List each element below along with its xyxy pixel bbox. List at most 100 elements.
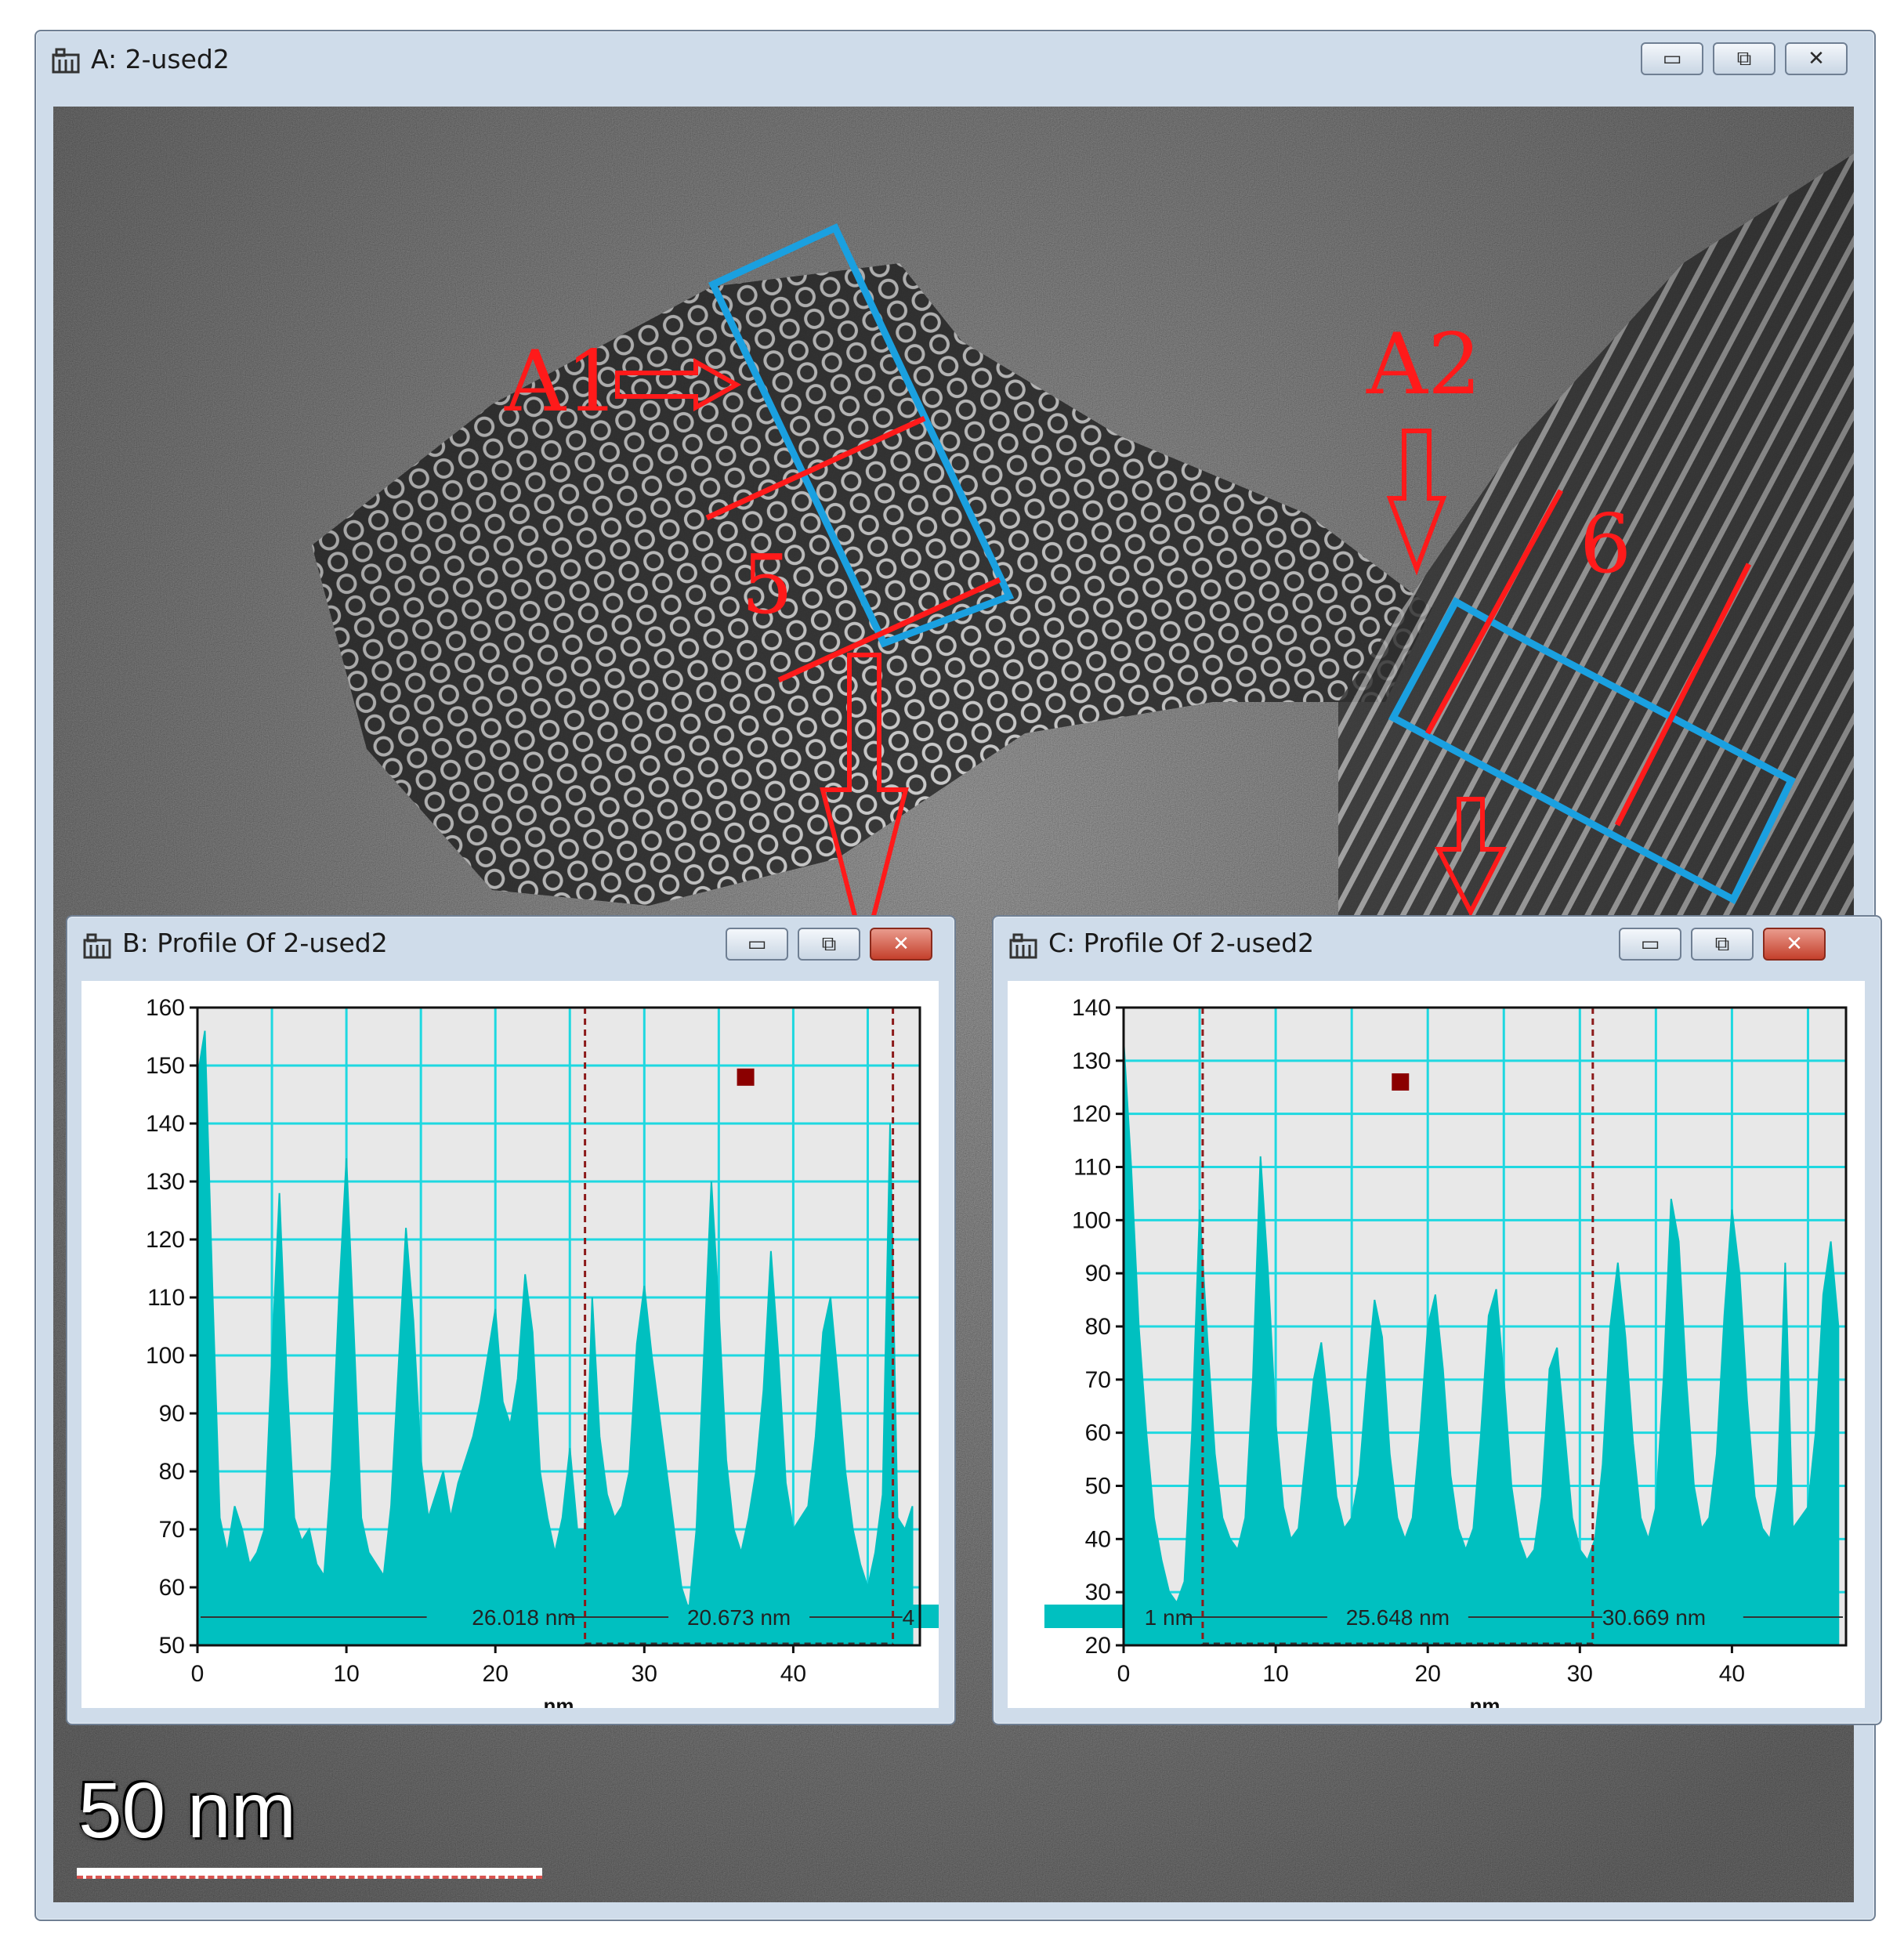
minimize-button[interactable]: ▭ [726,928,788,961]
y-tick-label: 70 [1085,1367,1111,1393]
close-button[interactable]: ✕ [870,928,932,961]
close-icon: ✕ [892,932,910,956]
profile-area-series [197,1030,914,1646]
dimension-label-bg [668,1605,810,1628]
arrow-a2 [1386,429,1447,576]
red-line-6a [1424,489,1564,735]
arrow-to-c [1435,797,1507,917]
profile-b-title: B: Profile Of 2-used2 [122,928,388,958]
y-tick-label: 50 [159,1633,185,1659]
main-window-titlebar[interactable]: A: 2-used2 ▭ ⧉ ✕ [36,31,1874,89]
x-tick-label: 10 [333,1661,359,1687]
plot-frame [196,1006,921,1647]
y-tick-label: 50 [1085,1474,1111,1500]
x-axis-label: nm [1470,1694,1500,1708]
y-tick-label: 140 [1072,995,1111,1021]
red-line-6b [1614,563,1752,827]
minimize-icon: ▭ [1640,932,1660,956]
restore-icon: ⧉ [1736,47,1752,71]
x-tick-label: 0 [191,1661,205,1687]
y-tick-label: 70 [159,1517,185,1543]
minimize-button[interactable]: ▭ [1619,928,1681,961]
profile-b-titlebar[interactable]: B: Profile Of 2-used2 ▭ ⧉ ✕ [67,917,954,975]
red-line-5a [705,415,926,521]
profile-area-series [1123,1039,1840,1646]
close-icon: ✕ [1808,47,1825,71]
restore-button[interactable]: ⧉ [1691,928,1754,961]
x-axis-label: nm [544,1694,574,1708]
dimension-label-bg [426,1605,568,1628]
y-tick-label: 110 [1073,1155,1111,1181]
dimension-label-bg [1044,1605,1185,1628]
window-app-icon [52,47,81,75]
y-tick-label: 160 [146,995,185,1021]
minimize-icon: ▭ [747,932,767,956]
profile-b-chart: 26.018 nm 20.673 nm 4506070809010011012013… [146,995,939,1708]
scale-bar [77,1868,542,1879]
roi-box-a2 [1388,596,1796,905]
x-tick-label: 20 [483,1661,509,1687]
profile-window-c[interactable]: C: Profile Of 2-used2 ▭ ⧉ ✕ 1 nm 25.648 n… [992,915,1882,1725]
marker-square [737,1068,755,1086]
minimize-button[interactable]: ▭ [1641,42,1703,75]
x-tick-label: 20 [1415,1661,1441,1687]
x-tick-label: 30 [632,1661,657,1687]
marker-square [1392,1073,1410,1091]
dimension-label: 30.669 nm [1602,1605,1706,1630]
label-a2: A2 [1366,316,1482,414]
profile-c-titlebar[interactable]: C: Profile Of 2-used2 ▭ ⧉ ✕ [994,917,1880,975]
y-tick-label: 60 [159,1575,185,1601]
dimension-label: 4 [903,1605,915,1630]
restore-icon: ⧉ [1714,932,1730,956]
x-tick-label: 10 [1262,1661,1288,1687]
profile-c-title: C: Profile Of 2-used2 [1048,928,1315,958]
y-tick-label: 130 [1072,1048,1111,1074]
restore-button[interactable]: ⧉ [1713,42,1775,75]
restore-icon: ⧉ [821,932,837,956]
y-tick-label: 120 [1072,1102,1111,1127]
dimension-label-bg [1327,1605,1468,1628]
y-tick-label: 150 [146,1053,185,1079]
y-tick-label: 110 [147,1285,185,1311]
arrow-a1 [615,357,742,412]
minimize-icon: ▭ [1662,47,1682,71]
y-tick-label: 100 [146,1343,185,1369]
roi-box-a1 [708,223,1015,648]
y-tick-label: 40 [1085,1526,1111,1552]
x-tick-label: 40 [1719,1661,1745,1687]
dimension-label: 1 nm [1145,1605,1193,1630]
y-tick-label: 120 [146,1227,185,1253]
profile-window-b[interactable]: B: Profile Of 2-used2 ▭ ⧉ ✕ 26.018 nm 20.… [66,915,956,1725]
y-tick-label: 90 [1085,1261,1111,1286]
y-tick-label: 80 [1085,1314,1111,1340]
y-tick-label: 90 [159,1401,185,1427]
dimension-label: 26.018 nm [472,1605,575,1630]
y-tick-label: 80 [159,1459,185,1485]
scale-bar-label: 50 nm [78,1767,296,1854]
dimension-label: 25.648 nm [1346,1605,1450,1630]
label-line-6: 6 [1580,496,1631,592]
close-icon: ✕ [1786,932,1803,956]
y-tick-label: 130 [146,1169,185,1195]
close-button[interactable]: ✕ [1763,928,1826,961]
label-a1: A1 [504,333,620,431]
restore-button[interactable]: ⧉ [798,928,860,961]
y-tick-label: 20 [1085,1633,1111,1659]
dimension-label-bg [1602,1605,1743,1628]
red-line-5b [777,577,1001,683]
x-tick-label: 30 [1567,1661,1593,1687]
arrow-to-b [820,653,909,953]
profile-c-plot[interactable]: 1 nm 25.648 nm 30.669 nm 20 30 40 50 60 70 80 90 10… [1008,981,1865,1708]
y-tick-label: 100 [1072,1207,1111,1233]
dimension-label: 20.673 nm [687,1605,791,1630]
y-tick-label: 140 [146,1111,185,1137]
y-tick-label: 60 [1085,1420,1111,1446]
label-line-5: 5 [741,537,793,632]
window-app-icon [83,932,113,961]
profile-b-plot[interactable]: 26.018 nm 20.673 nm 4 50 60 70 80 90 100 110 120 13… [81,981,939,1708]
x-tick-label: 40 [780,1661,806,1687]
window-app-icon [1009,932,1039,961]
y-tick-label: 30 [1085,1579,1111,1605]
close-button[interactable]: ✕ [1785,42,1848,75]
x-tick-label: 0 [1117,1661,1131,1687]
